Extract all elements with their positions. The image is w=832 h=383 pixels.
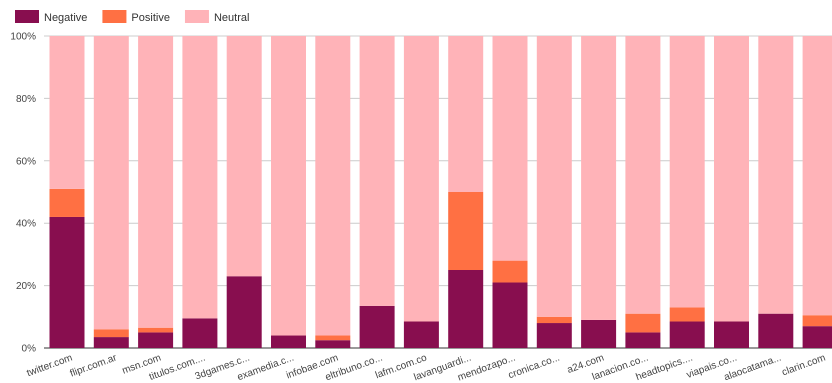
bar-segment-positive <box>93 329 129 338</box>
bar-segment-neutral <box>669 36 705 308</box>
bar-segment-neutral <box>758 36 794 314</box>
bar-segment-positive <box>138 327 174 333</box>
bar-segment-negative <box>802 326 832 348</box>
bar-segment-neutral <box>492 36 528 261</box>
legend-swatch-positive <box>102 10 127 23</box>
bar-segment-negative <box>315 340 351 348</box>
bar-segment-neutral <box>359 36 395 306</box>
legend-label-negative: Negative <box>44 12 87 24</box>
x-tick-label: cronica.co... <box>507 352 561 381</box>
bar-segment-negative <box>138 332 174 348</box>
bar-segment-negative <box>226 276 262 348</box>
bar-segment-negative <box>93 337 129 348</box>
bar-segment-neutral <box>448 36 484 192</box>
y-tick-label: 60% <box>16 156 36 167</box>
bar-segment-neutral <box>403 36 439 322</box>
y-tick-label: 40% <box>16 219 36 230</box>
bar-segment-positive <box>315 335 351 341</box>
bar-segment-negative <box>403 321 439 348</box>
bar-segment-neutral <box>49 36 85 189</box>
bar-segment-neutral <box>714 36 749 322</box>
bar-segment-negative <box>536 323 572 348</box>
bars <box>49 36 832 348</box>
y-tick-label: 100% <box>10 32 36 43</box>
bar-segment-negative <box>182 318 218 348</box>
bar-segment-positive <box>802 315 832 327</box>
bar-segment-neutral <box>802 36 832 316</box>
legend-label-positive: Positive <box>131 12 170 24</box>
bar-segment-neutral <box>226 36 262 277</box>
x-tick-label: clarin.com <box>781 352 828 378</box>
bar-segment-positive <box>49 188 85 217</box>
bar-segment-neutral <box>182 36 218 319</box>
x-tick-label: flipr.com.ar <box>69 352 119 379</box>
bar-segment-positive <box>669 307 705 322</box>
y-axis: 0% 20% 40% 60% 80% 100% <box>10 32 36 355</box>
bar-segment-negative <box>625 332 661 348</box>
bar-segment-negative <box>49 216 85 348</box>
bar-segment-negative <box>271 335 306 348</box>
bar-segment-positive <box>625 313 661 333</box>
bar-segment-positive <box>536 316 572 324</box>
bar-segment-negative <box>359 305 395 348</box>
bar-segment-negative <box>448 270 484 348</box>
bar-segment-neutral <box>625 36 661 314</box>
x-tick-label: twitter.com <box>25 352 74 379</box>
bar-segment-neutral <box>581 36 617 320</box>
bar-segment-negative <box>669 321 705 348</box>
legend-label-neutral: Neutral <box>214 12 249 24</box>
legend-swatch-negative <box>15 10 39 23</box>
bar-segment-positive <box>448 192 484 270</box>
bar-segment-positive <box>492 260 528 283</box>
bar-segment-negative <box>581 319 617 348</box>
bar-segment-neutral <box>536 36 572 317</box>
bar-segment-negative <box>758 313 794 348</box>
bar-segment-neutral <box>93 36 129 330</box>
legend: Negative Positive Neutral <box>15 10 249 24</box>
legend-swatch-neutral <box>184 10 209 23</box>
bar-segment-neutral <box>271 36 306 336</box>
bar-segment-neutral <box>315 36 351 336</box>
bar-segment-negative <box>492 282 528 348</box>
bar-segment-neutral <box>138 36 174 328</box>
bar-segment-negative <box>714 321 749 348</box>
y-tick-label: 20% <box>16 281 36 292</box>
y-tick-label: 80% <box>16 94 36 105</box>
y-tick-label: 0% <box>22 344 37 355</box>
